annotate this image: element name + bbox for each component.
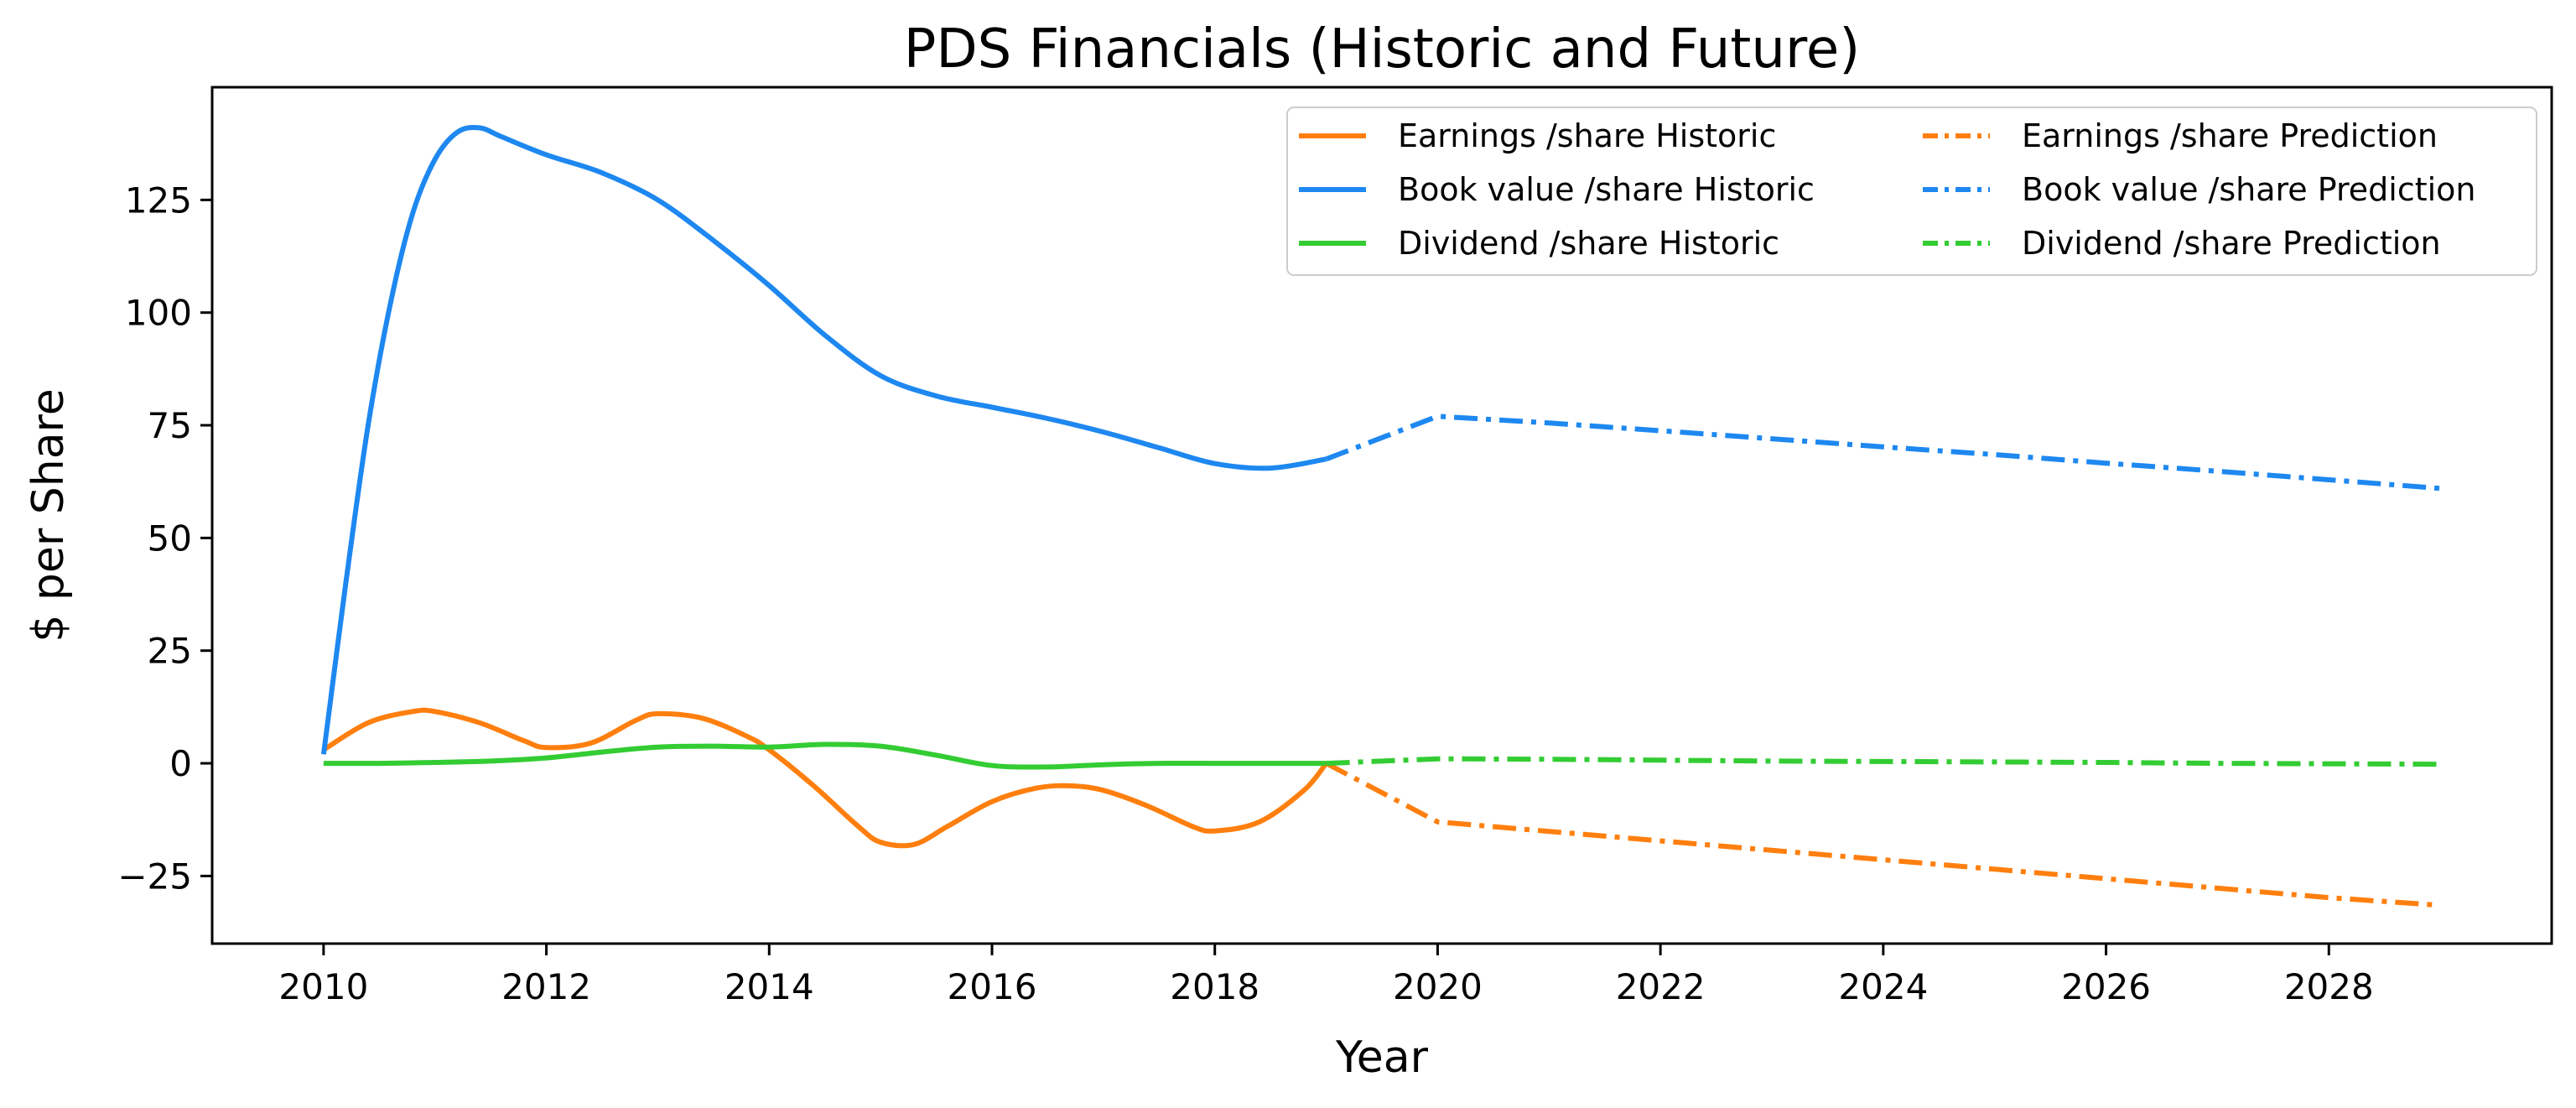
x-tick-label: 2012: [501, 966, 591, 1007]
legend-label: Book value /share Prediction: [2022, 171, 2476, 208]
legend-label: Book value /share Historic: [1398, 171, 1815, 208]
y-axis: −25 0 25 50 75 100 125: [117, 179, 212, 897]
legend-label: Earnings /share Historic: [1398, 117, 1776, 154]
x-tick-label: 2028: [2284, 966, 2374, 1007]
plot-lines: [320, 124, 2441, 908]
series-line-6: [1326, 756, 2441, 767]
plot-frame: [210, 86, 2553, 945]
legend-box: [1286, 107, 2537, 276]
y-axis-label: $ per Share: [23, 388, 74, 642]
series-line-2: [320, 124, 1327, 755]
series-line-5: [1325, 414, 2441, 492]
legend-label: Dividend /share Historic: [1398, 225, 1779, 262]
x-tick-label: 2020: [1393, 966, 1483, 1007]
x-tick-label: 2024: [1838, 966, 1928, 1007]
series-line-3: [323, 741, 1327, 770]
y-tick-label: 25: [148, 631, 192, 672]
x-axis: 2010 2012 2014 2016 2018 2020 2022 2024 2026 2028: [278, 944, 2374, 1007]
y-tick-label: −25: [117, 856, 192, 897]
y-tick-label: 125: [125, 179, 192, 221]
y-tick-label: 100: [125, 293, 192, 334]
x-tick-label: 2014: [724, 966, 814, 1007]
series-line-4: [1325, 761, 2441, 908]
legend-label: Earnings /share Prediction: [2022, 117, 2438, 154]
x-tick-label: 2026: [2061, 966, 2151, 1007]
chart-title: PDS Financials (Historic and Future): [904, 18, 1860, 81]
series-line-1: [322, 707, 1328, 849]
y-tick-label: 0: [169, 743, 192, 784]
x-tick-label: 2016: [948, 966, 1037, 1007]
x-tick-label: 2010: [278, 966, 368, 1007]
legend: Earnings /share Historic Book value /shar…: [1286, 107, 2537, 276]
legend-label: Dividend /share Prediction: [2022, 225, 2441, 262]
x-tick-label: 2022: [1616, 966, 1706, 1007]
y-tick-label: 50: [148, 518, 192, 559]
y-tick-label: 75: [148, 405, 192, 446]
x-axis-label: Year: [1335, 1033, 1429, 1083]
x-tick-label: 2018: [1170, 966, 1259, 1007]
